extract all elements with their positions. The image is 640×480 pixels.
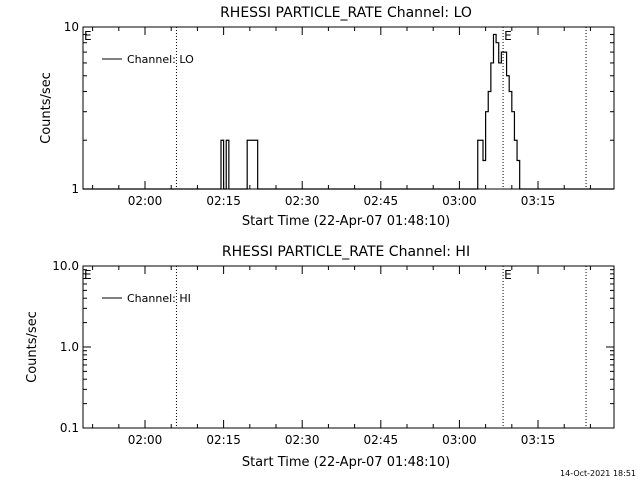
x-tick-label: 02:15 (206, 433, 241, 447)
y-tick-label: 1 (71, 182, 79, 196)
legend-label-lo: Channel: LO (127, 53, 194, 66)
e-marker-label: E (84, 29, 92, 43)
e-marker-label: E (504, 268, 512, 282)
y-axis-ticks-hi: 0.1 1.0 10.0 (52, 259, 614, 435)
panel-hi: RHESSI PARTICLE_RATE Channel: HI 02:00 02… (25, 244, 615, 470)
x-tick-label: 03:00 (442, 433, 477, 447)
x-axis-ticks-hi: 02:00 02:15 02:30 02:45 03:00 03:15 (92, 266, 591, 447)
y-axis-label-lo: Counts/sec (39, 72, 54, 144)
panel-lo: RHESSI PARTICLE_RATE Channel: LO 02:00 02… (39, 5, 615, 229)
y-tick-label: 10 (64, 20, 79, 34)
footer-timestamp: 14-Oct-2021 18:51 (560, 469, 636, 478)
x-axis-label-hi: Start Time (22-Apr-07 01:48:10) (242, 455, 450, 470)
e-marker-label: E (84, 268, 92, 282)
y-axis-ticks-lo: 1 10 (64, 20, 614, 196)
y-axis-label-hi: Counts/sec (25, 311, 40, 383)
x-axis-ticks-lo: 02:00 02:15 02:30 02:45 03:00 03:15 (92, 27, 591, 208)
plot-frame-lo (82, 26, 615, 190)
x-tick-label: 02:00 (128, 194, 163, 208)
vertical-markers-hi (175, 266, 587, 428)
chart-title-lo: RHESSI PARTICLE_RATE Channel: LO (220, 5, 472, 21)
e-marker-label: E (504, 29, 512, 43)
x-tick-label: 02:30 (285, 433, 320, 447)
x-tick-label: 03:15 (521, 194, 556, 208)
x-axis-label-lo: Start Time (22-Apr-07 01:48:10) (242, 214, 450, 229)
x-tick-label: 02:45 (364, 433, 399, 447)
y-tick-label: 0.1 (60, 421, 79, 435)
plot-frame-hi (82, 265, 615, 429)
x-tick-label: 03:15 (521, 433, 556, 447)
y-tick-label: 1.0 (60, 340, 79, 354)
vertical-markers-lo (175, 27, 587, 189)
x-tick-label: 02:45 (364, 194, 399, 208)
x-tick-label: 02:00 (128, 433, 163, 447)
x-tick-label: 02:30 (285, 194, 320, 208)
x-tick-label: 03:00 (442, 194, 477, 208)
chart-title-hi: RHESSI PARTICLE_RATE Channel: HI (222, 244, 470, 260)
legend-label-hi: Channel: HI (127, 292, 191, 305)
y-tick-label: 10.0 (52, 259, 79, 273)
series-line-lo (83, 33, 614, 190)
x-tick-label: 02:15 (206, 194, 241, 208)
